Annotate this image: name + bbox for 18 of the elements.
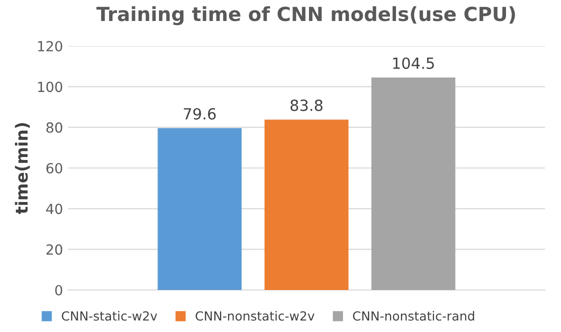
data-label: 104.5 bbox=[393, 57, 434, 69]
data-label: 79.6 bbox=[184, 108, 216, 120]
bar bbox=[371, 78, 456, 290]
y-axis-title: time(min) bbox=[14, 123, 30, 214]
y-tick-label: 80 bbox=[46, 122, 62, 133]
chart-title: Training time of CNN models(use CPU) bbox=[96, 6, 515, 26]
legend-label: CNN-nonstatic-rand bbox=[353, 311, 474, 321]
data-label: 83.8 bbox=[290, 100, 322, 112]
y-tick-label: 120 bbox=[38, 40, 62, 52]
y-tick-label: 100 bbox=[38, 82, 62, 92]
bar bbox=[264, 120, 348, 290]
y-tick-label: 40 bbox=[46, 204, 62, 214]
y-tick-label: 60 bbox=[46, 162, 62, 174]
legend-label: CNN-static-w2v bbox=[62, 311, 158, 321]
y-tick-label: 0 bbox=[55, 284, 62, 296]
bar bbox=[158, 128, 242, 290]
legend-label: CNN-nonstatic-w2v bbox=[196, 311, 314, 321]
y-tick-label: 20 bbox=[46, 244, 62, 255]
